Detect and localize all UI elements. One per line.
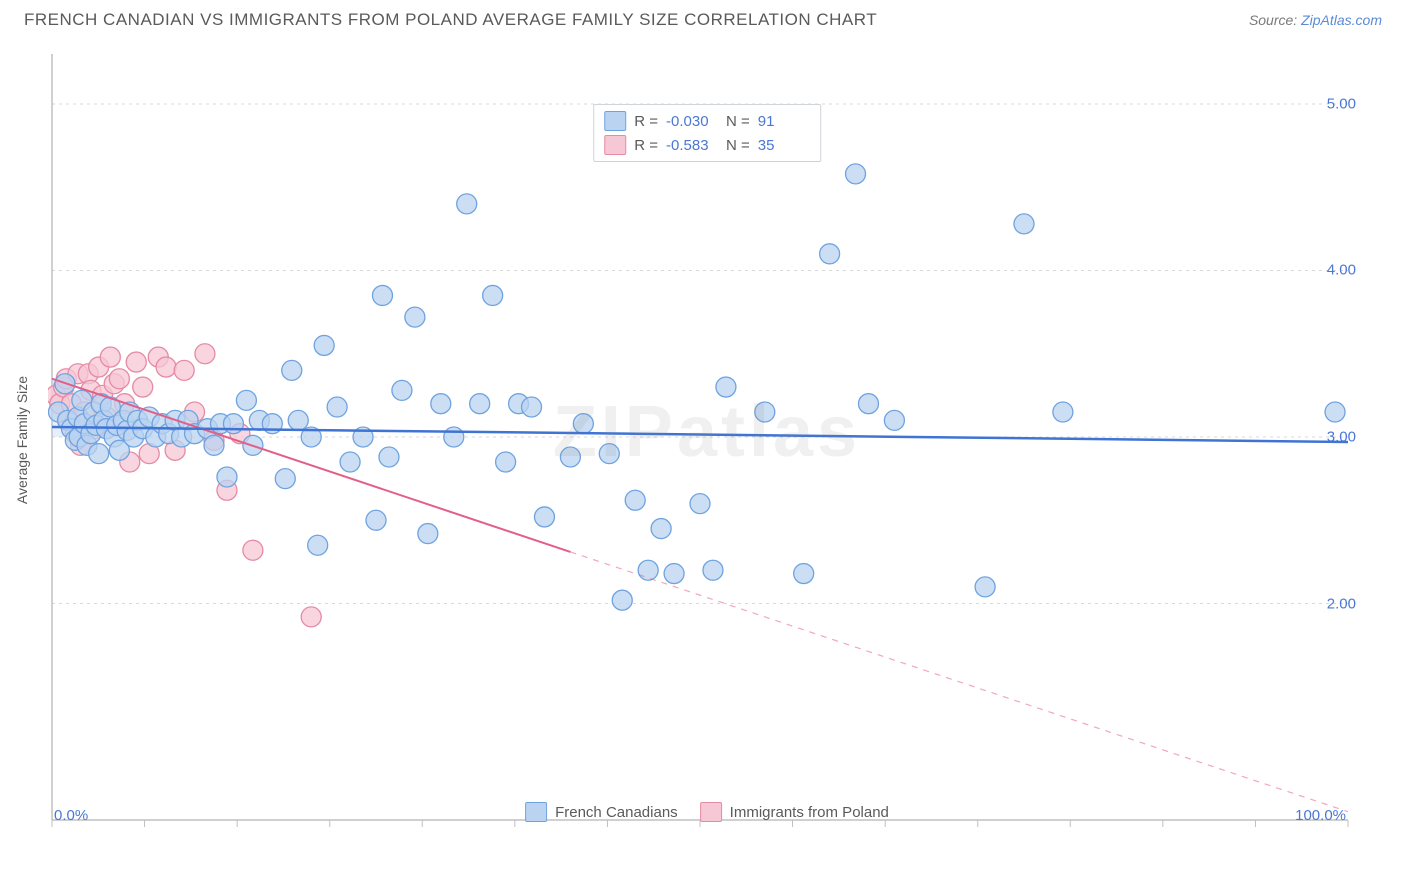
chart-title: FRENCH CANADIAN VS IMMIGRANTS FROM POLAN…	[24, 10, 877, 30]
stats-row-series2: R = -0.583 N = 35	[604, 133, 810, 157]
stat-n-label-1: N =	[726, 113, 750, 130]
legend-item-series1: French Canadians	[525, 802, 678, 822]
legend-swatch-series2	[700, 802, 722, 822]
x-max-label: 100.0%	[1295, 807, 1346, 824]
bottom-legend: French Canadians Immigrants from Poland	[525, 802, 889, 822]
y-tick-label: 2.00	[1327, 595, 1356, 612]
stat-r-value-1: -0.030	[666, 113, 718, 130]
legend-item-series2: Immigrants from Poland	[700, 802, 889, 822]
source-prefix: Source:	[1249, 12, 1301, 28]
stat-n-label-2: N =	[726, 137, 750, 154]
y-tick-label: 4.00	[1327, 262, 1356, 279]
legend-label-series1: French Canadians	[555, 804, 678, 821]
legend-label-series2: Immigrants from Poland	[730, 804, 889, 821]
stat-n-value-1: 91	[758, 113, 810, 130]
stat-n-value-2: 35	[758, 137, 810, 154]
legend-swatch-series1	[525, 802, 547, 822]
stats-row-series1: R = -0.030 N = 91	[604, 109, 810, 133]
source-link[interactable]: ZipAtlas.com	[1301, 12, 1382, 28]
chart-svg	[48, 50, 1366, 830]
stat-r-label-2: R =	[634, 137, 658, 154]
y-tick-label: 3.00	[1327, 429, 1356, 446]
swatch-series2	[604, 135, 626, 155]
stat-r-value-2: -0.583	[666, 137, 718, 154]
source-citation: Source: ZipAtlas.com	[1249, 12, 1382, 28]
title-bar: FRENCH CANADIAN VS IMMIGRANTS FROM POLAN…	[0, 0, 1406, 36]
y-tick-label: 5.00	[1327, 95, 1356, 112]
swatch-series1	[604, 111, 626, 131]
stats-box: R = -0.030 N = 91 R = -0.583 N = 35	[593, 104, 821, 162]
stat-r-label-1: R =	[634, 113, 658, 130]
chart-plot-area: ZIPatlas R = -0.030 N = 91 R = -0.583 N …	[48, 50, 1366, 830]
y-axis-label: Average Family Size	[14, 376, 30, 504]
x-min-label: 0.0%	[54, 807, 88, 824]
